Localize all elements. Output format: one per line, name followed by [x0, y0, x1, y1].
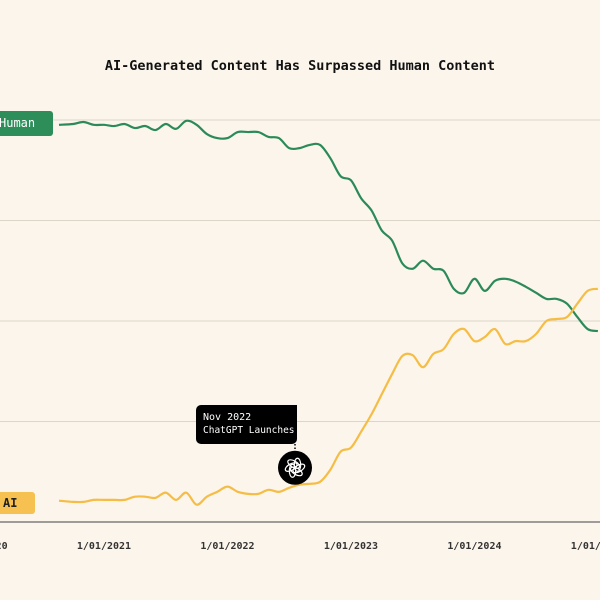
- series-label-ai: AI: [0, 492, 35, 514]
- chart-title: AI-Generated Content Has Surpassed Human…: [104, 58, 496, 74]
- annotation-text: ChatGPT Launches: [203, 425, 295, 436]
- series-line-human: [58, 119, 599, 333]
- x-tick-label: 1/01/2020: [0, 541, 8, 552]
- x-tick-label: 1/01/2023: [324, 541, 378, 552]
- openai-logo-icon: [284, 457, 306, 478]
- annotation-date: Nov 2022: [203, 412, 252, 423]
- x-tick-label: 1/01/2025: [571, 541, 600, 552]
- series-label-ai-text: AI: [3, 496, 18, 510]
- series-line-ai: [58, 287, 599, 506]
- x-tick-label: 1/01/2022: [200, 541, 254, 552]
- x-tick-label: 1/01/2021: [77, 541, 131, 552]
- annotation-box: Nov 2022 ChatGPT Launches: [196, 405, 297, 444]
- series-label-human: Human: [0, 111, 53, 136]
- series-label-human-text: Human: [0, 116, 36, 130]
- x-tick-label: 1/01/2024: [447, 541, 501, 552]
